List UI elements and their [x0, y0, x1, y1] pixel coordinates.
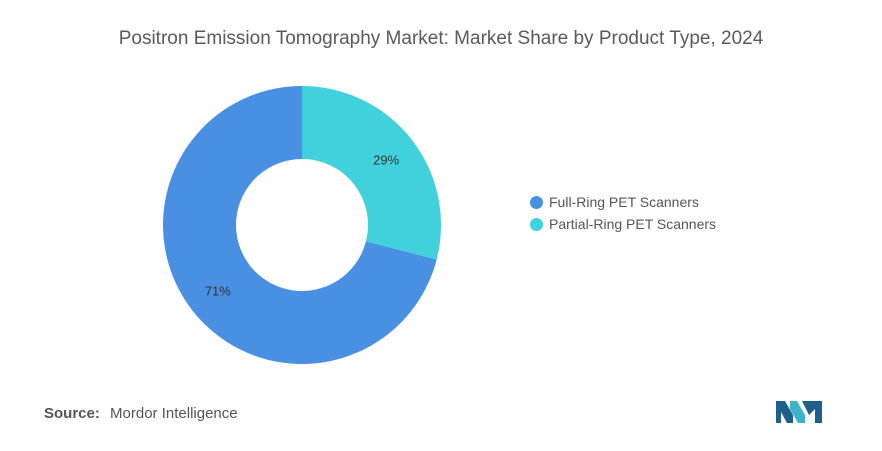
legend-item-partial-ring[interactable]: Partial-Ring PET Scanners	[530, 213, 716, 235]
logo-shape-right	[802, 401, 822, 423]
legend-label-full-ring: Full-Ring PET Scanners	[549, 194, 699, 210]
logo-shape-middle	[790, 401, 805, 423]
legend-swatch-full-ring	[530, 195, 543, 209]
source-label: Source:	[44, 405, 100, 422]
legend-item-full-ring[interactable]: Full-Ring PET Scanners	[530, 191, 716, 213]
donut-slice-partial-ring-pet-scanners[interactable]	[302, 86, 441, 260]
legend-label-partial-ring: Partial-Ring PET Scanners	[549, 216, 717, 232]
chart-title: Positron Emission Tomography Market: Mar…	[118, 28, 764, 49]
chart-legend: Full-Ring PET Scanners Partial-Ring PET …	[530, 191, 716, 235]
donut-slice-full-ring-pet-scanners[interactable]	[163, 86, 437, 364]
mordor-intelligence-logo	[776, 401, 822, 423]
data-label-partial-ring-pet-scanners: 29%	[373, 153, 399, 168]
legend-swatch-partial-ring	[530, 217, 543, 231]
logo-shape-left	[776, 401, 793, 423]
source-value: Mordor Intelligence	[110, 405, 238, 422]
source-note: Source: Mordor Intelligence	[44, 405, 238, 422]
data-label-full-ring-pet-scanners: 71%	[205, 283, 231, 298]
